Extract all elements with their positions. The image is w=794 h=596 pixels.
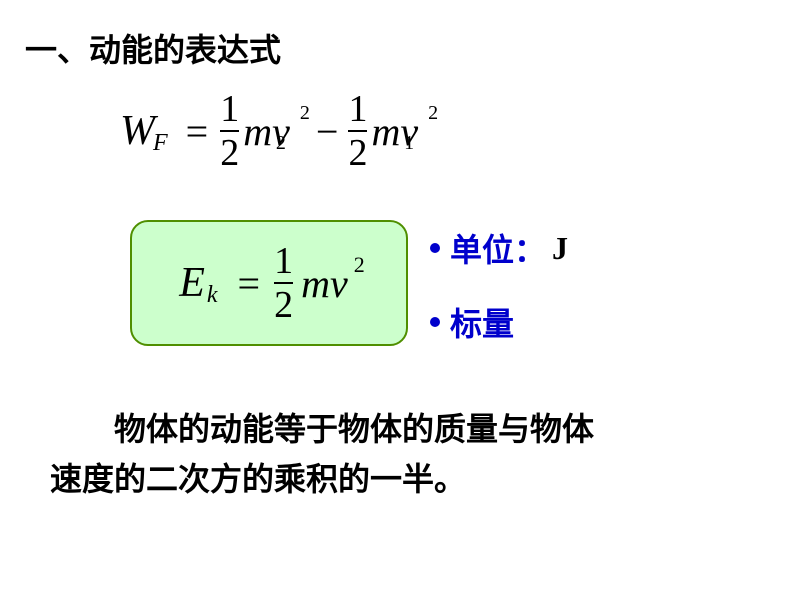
v-superscript-1: 2 — [300, 102, 310, 125]
unit-value: J — [552, 230, 568, 267]
kinetic-energy-formula: E k = 1 2 mv 2 — [179, 242, 359, 324]
fraction-half-2: 1 2 — [348, 90, 367, 172]
mv-term: mv — [301, 260, 348, 307]
equals-sign: = — [186, 108, 209, 155]
section-title: 一、动能的表达式 — [25, 25, 281, 71]
definition-line-2: 速度的二次方的乘积的一半。 — [50, 461, 466, 497]
properties-list: 单位： J 标量 — [430, 225, 568, 373]
sub-k: k — [207, 282, 218, 309]
v-superscript-2: 2 — [428, 102, 438, 125]
denominator: 2 — [220, 130, 239, 172]
bullet-icon — [430, 317, 440, 327]
v-subscript-2: 1 — [404, 132, 414, 155]
denominator: 2 — [274, 282, 293, 324]
definition-text: 物体的动能等于物体的质量与物体 速度的二次方的乘积的一半。 — [50, 405, 710, 504]
fraction-half: 1 2 — [274, 242, 293, 324]
v-superscript: 2 — [354, 252, 365, 278]
numerator: 1 — [220, 90, 239, 130]
bullet-icon — [430, 243, 440, 253]
sub-f: F — [153, 130, 168, 157]
numerator: 1 — [348, 90, 367, 130]
fraction-half-1: 1 2 — [220, 90, 239, 172]
unit-label: 单位： — [450, 225, 546, 271]
denominator: 2 — [348, 130, 367, 172]
definition-line-1: 物体的动能等于物体的质量与物体 — [114, 411, 594, 447]
minus-sign: − — [316, 108, 339, 155]
work-energy-formula: W F = 1 2 mv 2 2 − 1 2 mv 1 2 — [120, 90, 438, 172]
unit-property: 单位： J — [430, 225, 568, 271]
equals-sign: = — [238, 260, 261, 307]
numerator: 1 — [274, 242, 293, 282]
scalar-property: 标量 — [430, 299, 568, 345]
kinetic-energy-box: E k = 1 2 mv 2 — [130, 220, 408, 346]
scalar-label: 标量 — [450, 299, 514, 345]
var-w: W — [120, 107, 155, 155]
v-subscript-1: 2 — [276, 132, 286, 155]
var-e: E — [179, 259, 205, 307]
